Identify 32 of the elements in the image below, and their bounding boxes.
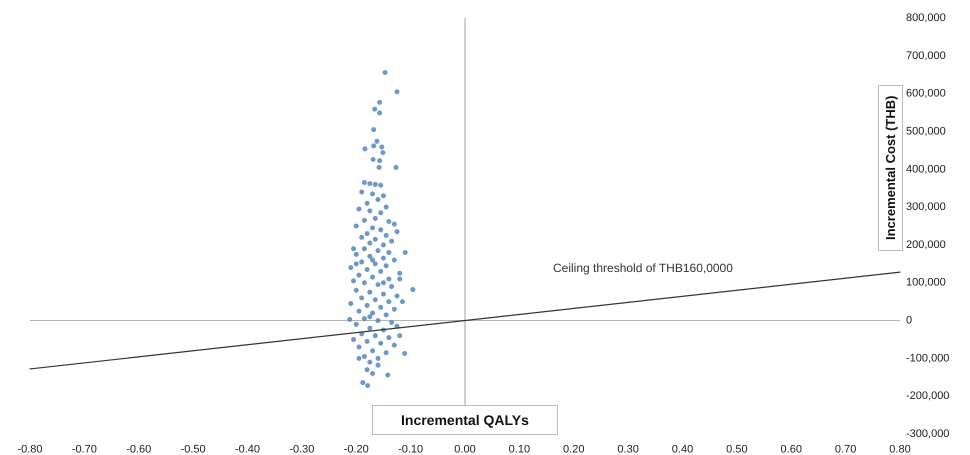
x-tick-label: -0.40 [234, 444, 260, 455]
y-tick-label: 800,000 [906, 12, 946, 24]
y-tick-label: 200,000 [906, 238, 946, 251]
x-tick-label: 0.30 [617, 444, 639, 455]
x-tick-label: -0.10 [398, 444, 424, 455]
x-tick-label: -0.50 [180, 444, 206, 455]
y-tick-label: -100,000 [906, 352, 950, 364]
x-tick-label: 0.50 [726, 444, 748, 455]
x-tick-label: 0.00 [454, 444, 476, 455]
x-tick-label: 0.20 [563, 444, 584, 455]
x-tick-label: -0.30 [289, 444, 314, 455]
x-tick-label: -0.60 [126, 444, 152, 455]
x-tick-label: 0.10 [508, 444, 530, 455]
x-tick-label: 0.70 [834, 444, 856, 455]
y-tick-label: 700,000 [906, 50, 946, 62]
x-tick-label: 0.40 [672, 444, 694, 455]
axis-title-box: Incremental QALYs [372, 405, 558, 435]
y-tick-label: 500,000 [906, 125, 946, 138]
y-tick-label: 600,000 [906, 88, 946, 100]
x-tick-label: -0.70 [72, 444, 97, 455]
y-tick-label: 0 [906, 314, 912, 327]
y-tick-label: -200,000 [906, 390, 950, 402]
y-tick-label: 300,000 [906, 201, 946, 214]
annotation: Ceiling threshold of THB160,0000 [553, 260, 733, 275]
y-tick-label: 100,000 [906, 276, 946, 289]
y-tick-label: 400,000 [906, 163, 946, 176]
x-tick-label: 0.80 [889, 444, 911, 455]
axis-title-box: Incremental Cost (THB) [878, 84, 903, 251]
y-tick-label: -300,000 [906, 428, 950, 440]
x-tick-label: -0.80 [17, 444, 43, 455]
x-tick-label: 0.60 [780, 444, 802, 455]
x-tick-label: -0.20 [344, 444, 369, 455]
